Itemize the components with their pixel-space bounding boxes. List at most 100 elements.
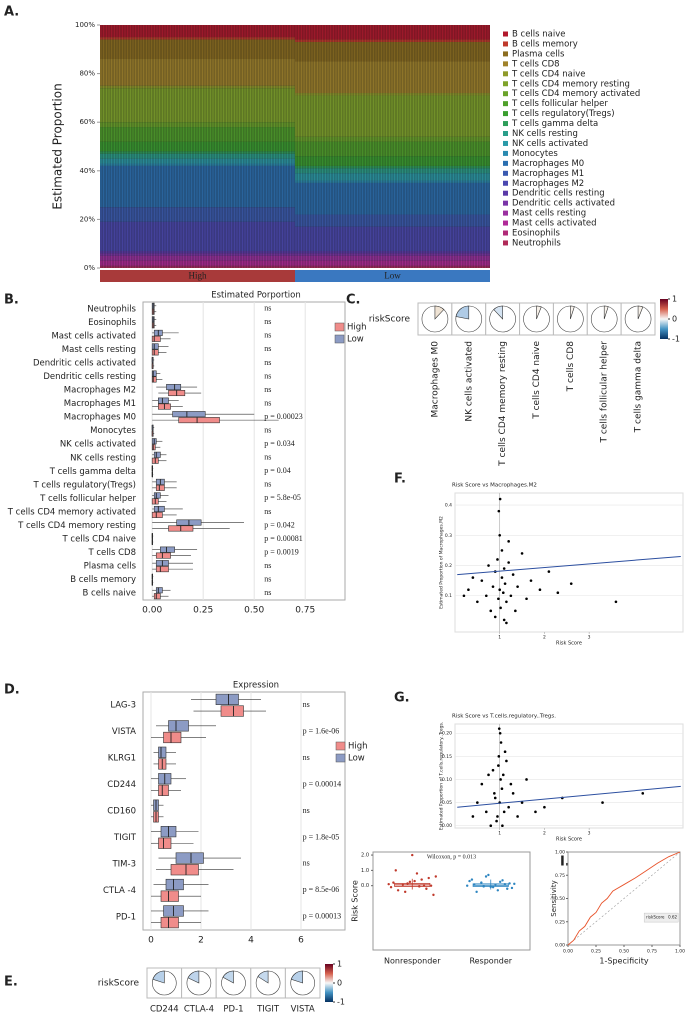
p-value: p = 0.04 — [264, 466, 291, 475]
legend-swatch — [503, 111, 508, 117]
point — [502, 810, 506, 814]
legend-label: Dendritic cells resting — [512, 189, 605, 199]
y-axis-label: Sensitivity — [550, 880, 558, 916]
point — [480, 782, 484, 786]
category-label: Macrophages M0 — [64, 413, 136, 423]
p-value: p = 0.00013 — [303, 912, 342, 921]
legend-label: Eosinophils — [512, 229, 560, 239]
point — [501, 824, 504, 827]
legend-swatch — [335, 753, 346, 763]
legend-swatch — [503, 190, 508, 196]
point — [500, 576, 504, 579]
box — [160, 546, 175, 553]
x-tick-label: 4 — [248, 936, 254, 946]
column-label: T cells CD4 memory resting — [498, 341, 508, 467]
box — [151, 370, 157, 377]
point — [498, 880, 502, 884]
bar-segment — [295, 214, 490, 227]
point — [471, 815, 475, 818]
legend-label: T cells CD8 — [511, 59, 560, 69]
x-tick-label: 0.50 — [244, 606, 264, 616]
point — [498, 497, 502, 501]
point — [487, 873, 490, 877]
y-tick-label: 0.1 — [445, 593, 452, 599]
legend-swatch — [503, 71, 508, 77]
colorbar-label: 1 — [337, 960, 342, 969]
point — [507, 561, 510, 564]
plot-frame — [142, 301, 346, 601]
point — [476, 600, 479, 604]
bar-segment — [100, 151, 295, 154]
point — [538, 588, 542, 591]
plot-frame — [454, 492, 684, 633]
category-label: Mast cells resting — [62, 345, 136, 355]
group-band — [295, 270, 490, 282]
category-label: Eosinophils — [88, 318, 136, 328]
column-label: T cells gamma delta — [634, 341, 644, 433]
point — [506, 887, 509, 890]
point — [501, 879, 504, 882]
p-value: ns — [264, 385, 271, 394]
point — [413, 879, 416, 883]
point — [503, 582, 507, 585]
bar-segment — [100, 260, 295, 266]
legend-swatch — [503, 61, 508, 67]
box — [166, 384, 182, 391]
point — [601, 801, 604, 804]
point — [520, 801, 524, 804]
y-tick-label: 0.4 — [445, 503, 452, 509]
point — [569, 582, 573, 585]
box — [151, 343, 159, 350]
legend-label: Plasma cells — [512, 49, 565, 59]
p-value: ns — [264, 575, 271, 584]
point — [516, 585, 519, 588]
pie-wedge — [536, 305, 542, 320]
column-label: NK cells activated — [464, 341, 474, 422]
panel-label: F. — [394, 472, 406, 487]
point — [396, 889, 400, 892]
y-tick-label: 0.0 — [361, 883, 369, 889]
legend-swatch — [503, 230, 508, 236]
pie-wedge — [290, 970, 303, 984]
p-value: ns — [264, 331, 271, 340]
category-label: CD244 — [107, 780, 136, 790]
legend-swatch — [334, 322, 345, 332]
p-value: p = 8.5e-06 — [303, 885, 340, 894]
y-tick-label: 0.00 — [442, 823, 452, 829]
p-value: ns — [264, 371, 271, 380]
pie-wedge — [257, 970, 269, 984]
column-label: VISTA — [291, 1005, 315, 1015]
point — [411, 853, 414, 857]
category-label: Macrophages M2 — [64, 386, 136, 396]
legend-label: T cells CD4 naive — [511, 69, 585, 79]
point — [547, 570, 551, 573]
x-tick-label: 2 — [198, 936, 204, 946]
point — [475, 890, 478, 894]
point — [502, 618, 506, 622]
point — [529, 579, 533, 582]
bar-segment — [295, 266, 490, 268]
x-tick-label: 0.75 — [647, 949, 657, 955]
legend-label: T cells CD4 memory activated — [511, 89, 640, 99]
p-value: ns — [264, 317, 271, 326]
legend-swatch — [503, 240, 508, 246]
bar-segment — [295, 173, 490, 181]
point — [500, 787, 504, 791]
point — [403, 890, 407, 894]
column-label: CTLA-4 — [184, 1005, 214, 1015]
point — [497, 755, 501, 758]
legend-swatch — [503, 121, 508, 127]
legend-swatch — [503, 180, 508, 186]
x-tick-label: 1 — [498, 831, 501, 837]
colorbar-label: -1 — [672, 335, 680, 344]
point — [501, 773, 505, 777]
point — [425, 887, 428, 890]
legend-label: Macrophages M2 — [512, 179, 584, 189]
point — [392, 881, 395, 884]
point — [497, 509, 501, 513]
y-tick-label: 60% — [79, 118, 95, 126]
p-value: p = 1.6e-06 — [303, 726, 340, 735]
category-label: Monocytes — [90, 426, 136, 436]
y-tick-label: 20% — [79, 215, 95, 223]
p-value: ns — [303, 753, 310, 762]
